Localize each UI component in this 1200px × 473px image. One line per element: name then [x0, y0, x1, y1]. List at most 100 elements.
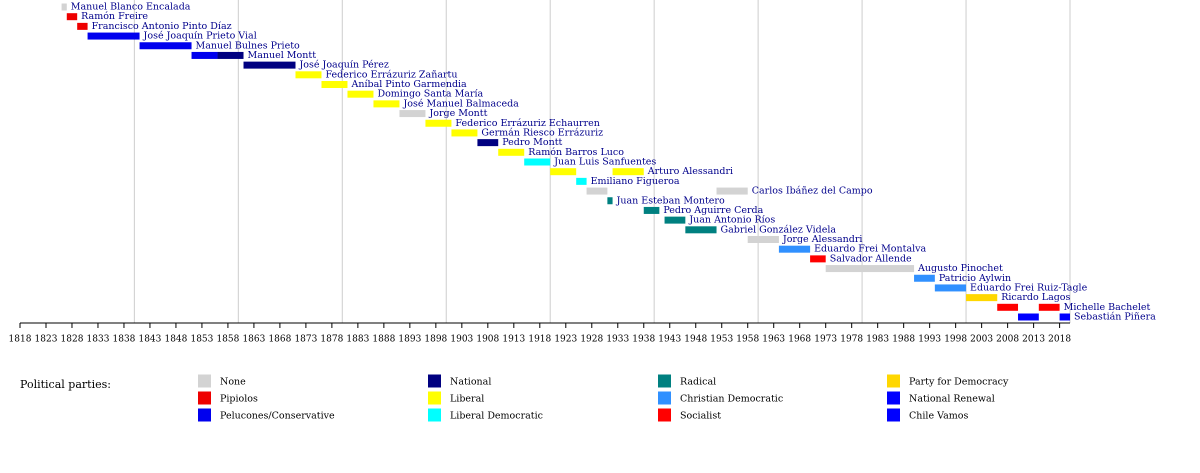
president-name: Juan Esteban Montero — [616, 195, 725, 206]
term-bar — [914, 274, 935, 282]
legend-swatch — [887, 374, 900, 388]
term-bar — [425, 119, 452, 127]
term-bar — [586, 187, 608, 195]
legend-label: Radical — [680, 377, 716, 388]
president-name: Juan Antonio Ríos — [688, 215, 775, 226]
president-name: Augusto Pinochet — [917, 263, 1003, 274]
term-bar — [1018, 313, 1039, 321]
term-bar — [664, 216, 686, 224]
legend-swatch — [198, 374, 211, 388]
x-tick-label: 1828 — [61, 335, 84, 345]
x-tick-label: 1833 — [87, 335, 110, 345]
legend-label: Liberal Democratic — [450, 411, 543, 422]
term-bar — [451, 129, 478, 137]
term-bar — [498, 148, 525, 156]
term-bar — [295, 71, 322, 79]
term-bar — [810, 255, 826, 263]
x-tick-label: 1988 — [892, 335, 915, 345]
term-bar — [87, 32, 140, 40]
x-tick-label: 1953 — [710, 335, 733, 345]
president-name: Salvador Allende — [830, 253, 912, 264]
legend-swatch — [198, 408, 211, 422]
term-bar — [217, 51, 244, 59]
x-tick-label: 1963 — [762, 335, 785, 345]
x-tick-label: 1913 — [502, 335, 525, 345]
x-tick-label: 1898 — [424, 335, 447, 345]
legend-label: National — [450, 377, 491, 388]
legend-title: Political parties: — [20, 378, 111, 391]
x-tick-label: 1853 — [190, 335, 213, 345]
term-bar — [373, 100, 400, 108]
term-bar — [524, 158, 551, 166]
x-tick-label: 1838 — [113, 335, 136, 345]
term-bar — [716, 187, 748, 195]
x-tick-label: 1993 — [918, 335, 941, 345]
president-name: Jorge Alessandri — [782, 234, 863, 245]
legend-swatch — [428, 408, 441, 422]
x-tick-label: 1918 — [528, 335, 551, 345]
term-bar — [997, 303, 1019, 311]
legend-label: Party for Democracy — [909, 377, 1009, 388]
term-bar — [966, 294, 998, 302]
term-bar — [778, 245, 811, 253]
x-tick-label: 1873 — [294, 335, 317, 345]
legend-label: Liberal — [450, 394, 484, 405]
x-tick-label: 1883 — [346, 335, 369, 345]
president-name: Pedro Montt — [502, 137, 562, 148]
legend-label: National Renewal — [909, 394, 995, 405]
term-bar — [685, 226, 717, 234]
president-name: Emiliano Figueroa — [591, 176, 680, 187]
x-tick-label: 1973 — [814, 335, 837, 345]
president-name: José Joaquín Prieto Vial — [143, 31, 257, 42]
legend-label: Pipiolos — [220, 394, 258, 405]
term-bar — [191, 51, 218, 59]
president-name: Domingo Santa María — [377, 89, 483, 100]
legend-swatch — [198, 391, 211, 405]
legend-label: Christian Democratic — [680, 394, 783, 405]
legend-swatch — [428, 374, 441, 388]
x-tick-label: 1908 — [476, 335, 499, 345]
x-tick-label: 1928 — [580, 335, 603, 345]
term-bar — [61, 3, 67, 11]
legend-swatch — [428, 391, 441, 405]
term-bar — [139, 42, 192, 50]
legend-swatch — [658, 374, 671, 388]
legend-swatch — [887, 408, 900, 422]
x-tick-label: 1843 — [138, 335, 161, 345]
x-tick-label: 1863 — [242, 335, 265, 345]
legend-label: None — [220, 377, 246, 388]
president-name: Germán Riesco Errázuriz — [481, 127, 603, 138]
x-tick-label: 1948 — [684, 335, 707, 345]
president-name: Francisco Antonio Pinto Díaz — [92, 21, 232, 32]
term-bar — [643, 206, 660, 214]
x-tick-label: 1943 — [658, 335, 681, 345]
president-name: Jorge Montt — [428, 108, 487, 119]
term-bar — [477, 139, 499, 147]
term-bar — [825, 265, 915, 273]
legend-label: Chile Vamos — [909, 411, 968, 422]
president-name: Manuel Bulnes Prieto — [196, 40, 300, 51]
president-name: Manuel Blanco Encalada — [71, 2, 191, 13]
term-bar — [399, 110, 426, 118]
x-tick-label: 2008 — [996, 335, 1019, 345]
x-tick-label: 1998 — [944, 335, 967, 345]
term-bar — [607, 197, 613, 205]
term-bar — [1059, 313, 1070, 321]
x-tick-label: 2003 — [970, 335, 993, 345]
legend-swatch — [658, 408, 671, 422]
term-bar — [747, 236, 779, 243]
president-name: Pedro Aguirre Cerda — [663, 205, 763, 216]
president-name: Arturo Alessandri — [647, 166, 733, 177]
president-name: Federico Errázuriz Zañartu — [325, 69, 457, 80]
president-name: Ricardo Lagos — [1001, 292, 1070, 303]
x-tick-label: 1983 — [866, 335, 889, 345]
term-bar — [550, 168, 577, 176]
x-tick-label: 1978 — [840, 335, 863, 345]
x-tick-label: 1858 — [216, 335, 239, 345]
x-tick-label: 1823 — [35, 335, 58, 345]
legend-label: Socialist — [680, 411, 721, 422]
president-name: Ramón Freire — [81, 11, 148, 22]
x-tick-label: 2013 — [1022, 335, 1045, 345]
x-tick-label: 1888 — [372, 335, 395, 345]
